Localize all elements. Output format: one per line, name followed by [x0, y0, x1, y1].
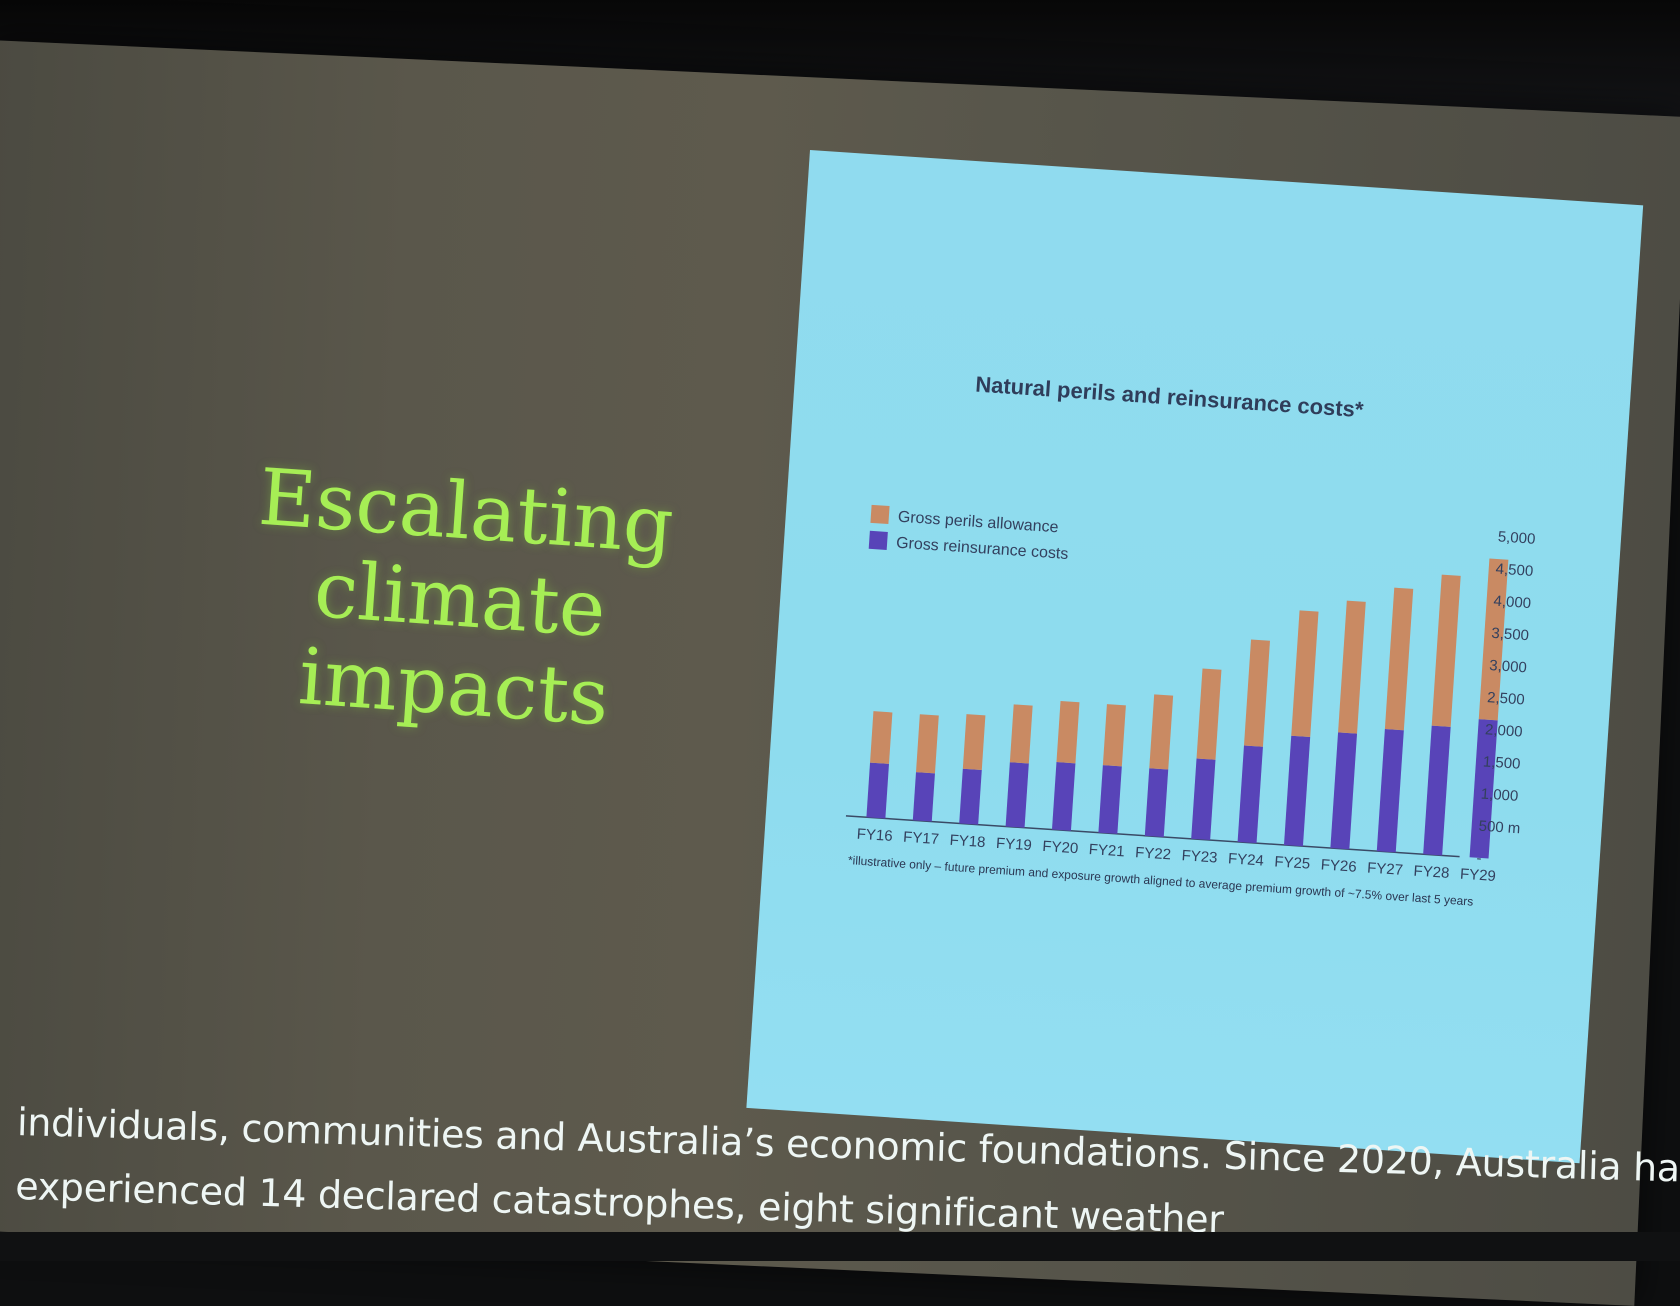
x-tick-fy23: FY23	[1181, 847, 1218, 866]
y-tick-4: 2,000	[1485, 721, 1524, 740]
y-tick-labels: - 500 m 1,000 1,500 2,000 2,500 3,000 3,500 4,00…	[1476, 528, 1536, 867]
y-tick-10: 5,000	[1497, 528, 1536, 547]
x-tick-fy21: FY21	[1088, 841, 1125, 860]
bar-perils-fy25	[1291, 610, 1319, 737]
bar-perils-fy20	[1056, 701, 1080, 764]
x-tick-fy24: FY24	[1227, 850, 1264, 869]
x-tick-fy20: FY20	[1042, 838, 1079, 857]
chart-title: Natural perils and reinsurance costs*	[975, 372, 1365, 423]
legend-label-reinsurance: Gross reinsurance costs	[896, 535, 1069, 563]
bar-reinsurance-fy17	[912, 772, 935, 822]
slide-title-line2: climate impacts	[295, 544, 612, 744]
bar-reinsurance-fy25	[1283, 735, 1311, 847]
bar-perils-fy23	[1196, 668, 1222, 760]
x-tick-fy27: FY27	[1367, 860, 1404, 879]
bar-reinsurance-fy20	[1051, 762, 1076, 831]
bar-reinsurance-fy19	[1005, 762, 1029, 828]
legend-swatch-perils	[870, 504, 890, 525]
x-tick-fy16: FY16	[856, 826, 893, 845]
y-tick-9: 4,500	[1495, 561, 1534, 580]
bar-perils-fy21	[1102, 704, 1126, 767]
stacked-bar-chart: Natural perils and reinsurance costs* Gr…	[845, 372, 1536, 909]
bar-reinsurance-fy23	[1191, 758, 1216, 841]
bar-perils-fy29	[1478, 558, 1509, 721]
bar-reinsurance-fy22	[1144, 768, 1169, 837]
y-tick-6: 3,000	[1489, 657, 1528, 676]
bar-reinsurance-fy16	[866, 762, 889, 819]
x-tick-fy17: FY17	[903, 829, 940, 848]
x-tick-fy28: FY28	[1413, 863, 1450, 882]
x-tick-labels: FY16 FY17 FY18 FY19 FY20 FY21 FY22 FY23 FY24 FY25…	[856, 826, 1496, 885]
x-tick-fy25: FY25	[1274, 853, 1311, 872]
bar-perils-fy24	[1243, 639, 1270, 747]
x-tick-fy19: FY19	[995, 835, 1032, 854]
y-tick-5: 2,500	[1487, 689, 1526, 708]
bar-reinsurance-fy21	[1098, 765, 1122, 834]
bar-perils-fy19	[1009, 704, 1033, 764]
bar-perils-fy27	[1384, 587, 1414, 731]
chart-panel: Natural perils and reinsurance costs* Gr…	[746, 150, 1644, 1164]
bar-reinsurance-fy28	[1423, 725, 1451, 856]
y-tick-7: 3,500	[1491, 625, 1530, 644]
bar-reinsurance-fy24	[1237, 745, 1263, 844]
bar-reinsurance-fy18	[959, 768, 982, 825]
x-tick-fy18: FY18	[949, 832, 986, 851]
bar-reinsurance-fy29	[1469, 719, 1498, 859]
bar-perils-fy17	[916, 714, 939, 774]
floor-shadow	[0, 1232, 1680, 1261]
bar-perils-fy26	[1338, 600, 1366, 734]
y-tick-2: 1,000	[1480, 785, 1519, 804]
x-tick-fy26: FY26	[1320, 856, 1357, 875]
bar-perils-fy28	[1431, 574, 1461, 727]
y-tick-3: 1,500	[1482, 753, 1521, 772]
slide-title: Escalating climate impacts	[142, 447, 779, 754]
y-tick-8: 4,000	[1493, 593, 1532, 612]
chart-legend: Gross perils allowance Gross reinsurance…	[868, 504, 1069, 563]
bar-reinsurance-fy26	[1330, 732, 1358, 850]
bar-perils-fy22	[1149, 694, 1174, 770]
x-tick-fy29: FY29	[1459, 866, 1496, 885]
x-tick-fy22: FY22	[1135, 844, 1172, 863]
legend-swatch-reinsurance	[868, 530, 888, 550]
bar-group	[866, 558, 1509, 859]
legend-label-perils: Gross perils allowance	[897, 509, 1059, 537]
y-tick-0: -	[1476, 850, 1482, 867]
bar-reinsurance-fy27	[1376, 729, 1404, 853]
bar-perils-fy18	[962, 714, 986, 771]
bar-perils-fy16	[870, 711, 893, 764]
y-tick-1: 500 m	[1478, 818, 1521, 838]
